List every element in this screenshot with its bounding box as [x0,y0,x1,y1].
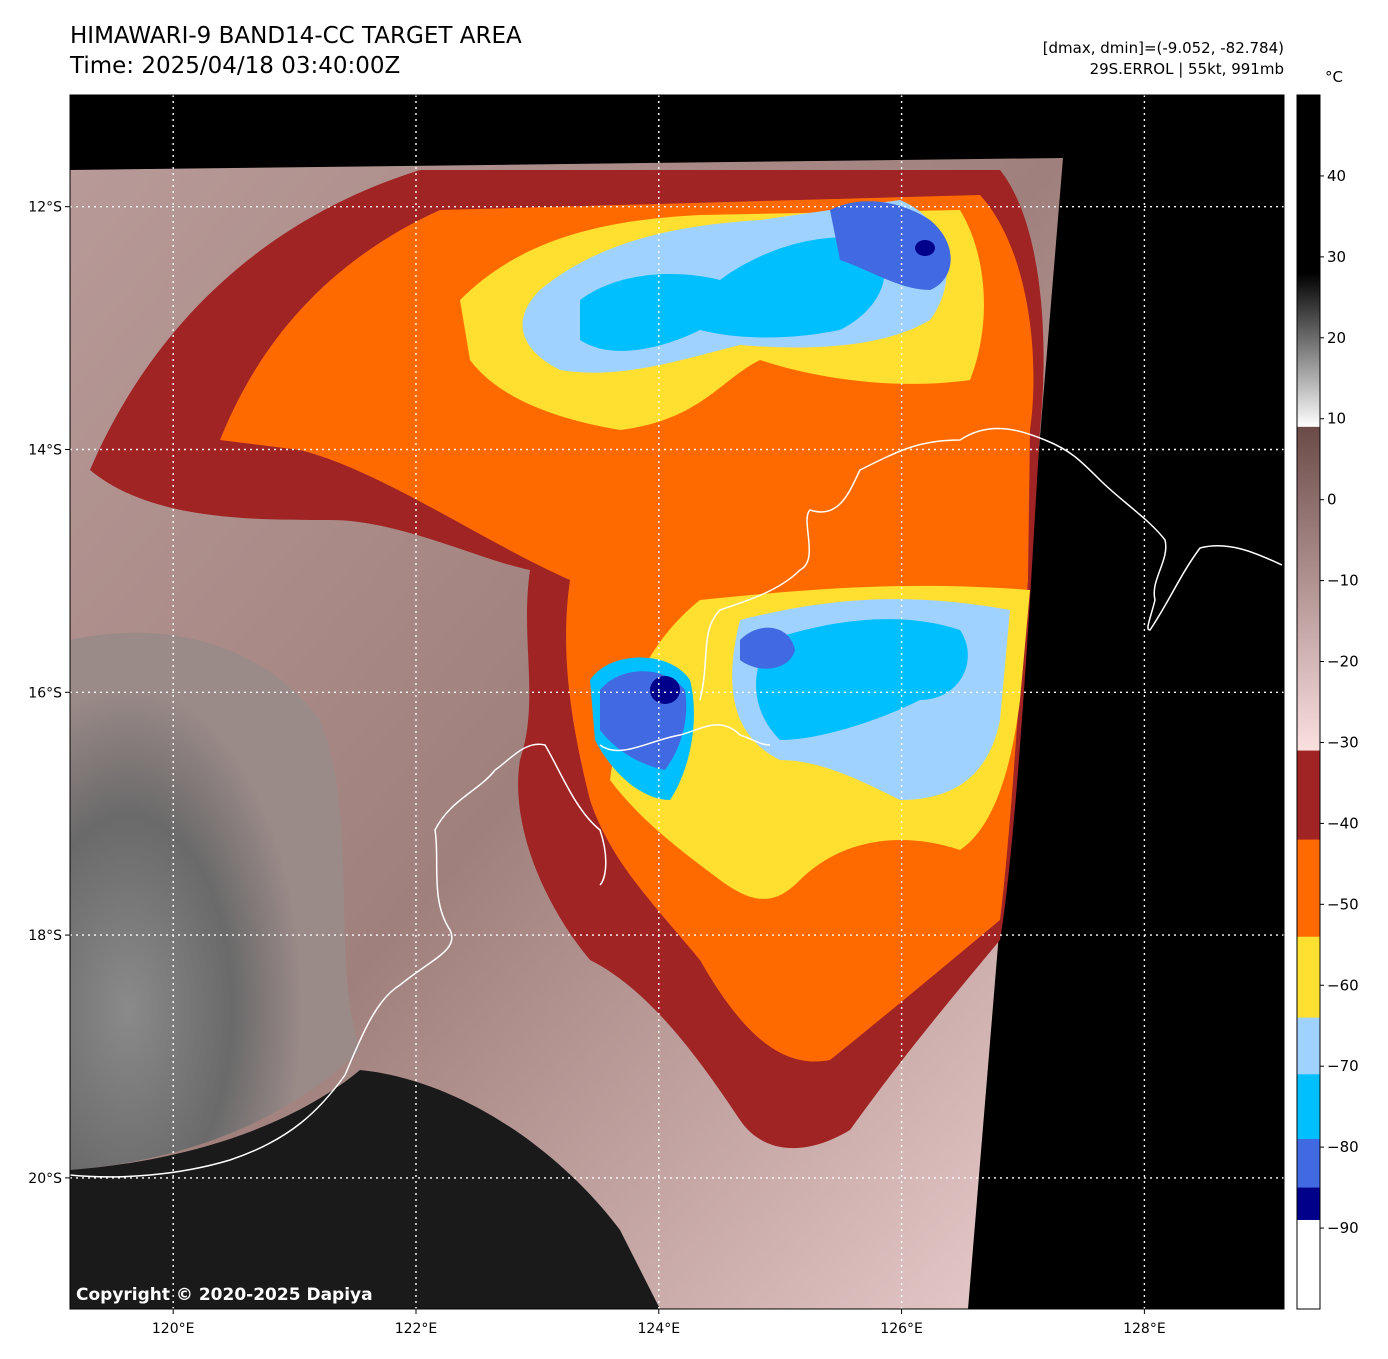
chart-title: HIMAWARI-9 BAND14-CC TARGET AREA [70,23,522,49]
lon-tick-label: 124°E [638,1321,681,1337]
cloud-royalblue-mid [740,627,795,669]
colorbar-segment [1297,95,1320,274]
cloud-navy-north [915,240,935,256]
colorbar-segment [1297,1219,1320,1310]
colorbar-tick-label: 10 [1327,410,1346,428]
colorbar-tick-label: −60 [1327,976,1359,994]
colorbar-frame [1296,94,1321,1310]
chart-time: Time: 2025/04/18 03:40:00Z [70,53,401,79]
colorbar-segment [1297,1187,1320,1221]
colorbar-tick-label: −20 [1327,653,1359,671]
cloud-deepskyblue [580,237,885,351]
colorbar-tick-label: 30 [1327,248,1346,266]
lat-tick-label: 20°S [28,1171,62,1187]
colorbar-tick-label: 40 [1327,167,1346,185]
map-plot-area [70,95,1284,1309]
colorbar-tick-label: −90 [1327,1219,1359,1237]
lon-tick-label: 126°E [880,1321,923,1337]
colorbar-segment [1297,750,1320,841]
colorbar: 40 30 20 10 0 −10 −20 −30 −40 −50 −60 −70 −80 −90 [1296,94,1359,1310]
lat-tick-label: 14°S [28,442,62,458]
coastline [70,427,1283,1178]
colorbar-segment [1297,1074,1320,1140]
clear-sky-gray-region [70,632,360,1170]
cloud-royalblue-north [830,201,951,290]
dark-land-region [70,1070,660,1309]
colorbar-segment [1297,839,1320,938]
colorbar-tick-label: −30 [1327,733,1359,751]
gridlines [70,95,1284,1309]
colorbar-tick-label: −80 [1327,1138,1359,1156]
lon-tick-label: 122°E [395,1321,438,1337]
colorbar-segment [1297,1139,1320,1189]
colorbar-segment [1297,426,1320,752]
lon-tick-label: 120°E [152,1321,195,1337]
lat-tick-label: 18°S [28,928,62,944]
axis-ticks: 120°E 122°E 124°E 126°E 128°E 12°S 14°S 16°S 18°… [28,200,1165,1337]
lon-tick-label: 128°E [1123,1321,1166,1337]
lat-tick-label: 16°S [28,685,62,701]
colorbar-tick-label: 0 [1327,491,1337,509]
colorbar-tick-label: −70 [1327,1057,1359,1075]
range-text: [dmax, dmin]=(-9.052, -82.784) [1042,39,1284,57]
plot-frame [69,94,1285,1310]
storm-text: 29S.ERROL | 55kt, 991mb [1089,60,1284,78]
colorbar-segment [1297,273,1320,428]
colorbar-tick-label: −40 [1327,814,1359,832]
cloud-deepskyblue-south [756,619,968,740]
colorbar-unit: °C [1325,68,1343,86]
lat-tick-label: 12°S [28,200,62,216]
colorbar-tick-label: 20 [1327,329,1346,347]
colorbar-tick-label: −10 [1327,572,1359,590]
colorbar-segment [1297,936,1320,1019]
colorbar-segment [1297,1017,1320,1075]
cloud-navy-core [650,676,680,704]
colorbar-tick-label: −50 [1327,895,1359,913]
copyright-text: Copyright © 2020-2025 Dapiya [76,1285,373,1305]
